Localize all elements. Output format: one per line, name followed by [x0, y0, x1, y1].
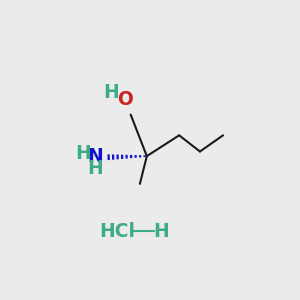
Text: HCl: HCl [99, 222, 135, 241]
Text: H: H [153, 222, 169, 241]
Text: O: O [117, 90, 133, 109]
Text: H: H [103, 83, 119, 102]
Text: H: H [75, 144, 91, 163]
Text: N: N [87, 147, 103, 166]
Text: H: H [87, 159, 103, 178]
